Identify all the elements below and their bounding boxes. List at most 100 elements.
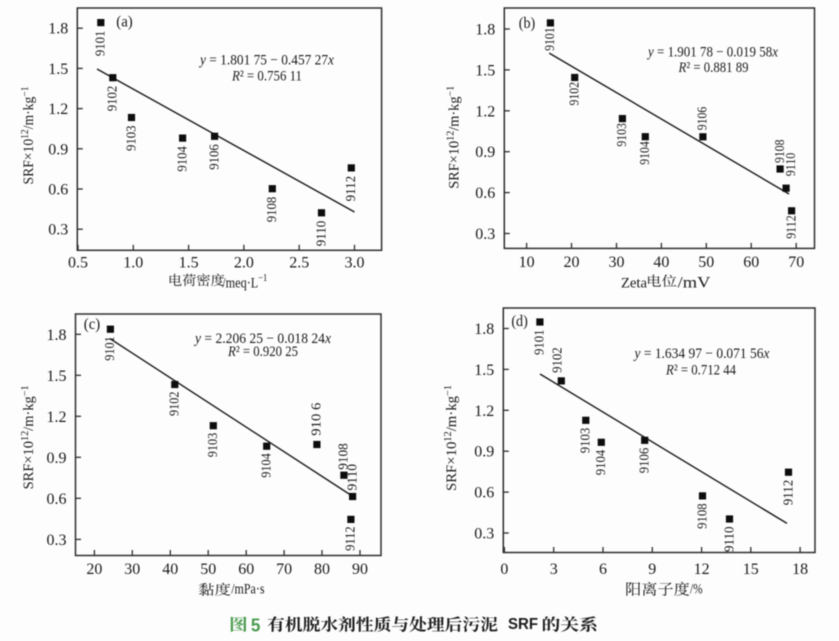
svg-text:3.0: 3.0 — [345, 255, 365, 272]
svg-text:9101: 9101 — [533, 330, 548, 356]
svg-text:40: 40 — [653, 254, 669, 271]
svg-text:1.2: 1.2 — [47, 409, 67, 426]
svg-text:9103: 9103 — [615, 123, 630, 147]
svg-text:SRF×1012/m·kg−1: SRF×1012/m·kg−1 — [443, 385, 460, 491]
svg-text:1.8: 1.8 — [47, 327, 67, 344]
svg-text:0.5: 0.5 — [68, 255, 88, 272]
svg-text:1.5: 1.5 — [48, 61, 68, 78]
svg-text:0: 0 — [500, 561, 508, 578]
svg-text:(a): (a) — [116, 14, 133, 31]
svg-text:3: 3 — [550, 561, 558, 578]
svg-text:R² = 0.712 44: R² = 0.712 44 — [665, 362, 736, 378]
svg-text:1.5: 1.5 — [475, 62, 495, 79]
svg-text:1.5: 1.5 — [474, 362, 494, 379]
svg-text:SRF×1012/m·kg−1: SRF×1012/m·kg−1 — [20, 87, 37, 185]
svg-text:9101: 9101 — [103, 336, 118, 361]
svg-text:6: 6 — [599, 561, 607, 578]
svg-text:1.8: 1.8 — [48, 21, 68, 38]
svg-text:1.2: 1.2 — [475, 103, 495, 120]
svg-text:1.2: 1.2 — [474, 403, 494, 420]
svg-text:15: 15 — [743, 561, 759, 578]
svg-text:9112: 9112 — [784, 215, 799, 239]
svg-text:1.2: 1.2 — [48, 101, 68, 118]
svg-text:9108: 9108 — [695, 503, 710, 529]
svg-text:12: 12 — [694, 561, 710, 578]
svg-text:20: 20 — [86, 561, 102, 578]
svg-text:9104: 9104 — [175, 146, 190, 172]
svg-text:R² = 0.881 89: R² = 0.881 89 — [678, 60, 749, 76]
svg-text:70: 70 — [276, 561, 292, 578]
svg-text:9102: 9102 — [568, 82, 583, 106]
svg-text:40: 40 — [162, 561, 178, 578]
svg-text:0.3: 0.3 — [474, 526, 494, 543]
svg-text:9101: 9101 — [543, 27, 558, 51]
svg-text:y = 1.801 75 − 0.457 27x: y = 1.801 75 − 0.457 27x — [198, 52, 334, 68]
svg-text:5: 5 — [251, 615, 261, 635]
svg-text:9104: 9104 — [260, 453, 275, 478]
svg-text:9108: 9108 — [773, 140, 788, 164]
svg-text:9102: 9102 — [106, 86, 121, 112]
svg-text:R² = 0.920 25: R² = 0.920 25 — [227, 344, 298, 360]
svg-text:9104: 9104 — [594, 450, 609, 476]
svg-text:9112: 9112 — [344, 526, 359, 551]
svg-text:18: 18 — [792, 561, 808, 578]
svg-text:0.3: 0.3 — [475, 226, 495, 243]
svg-text:2.0: 2.0 — [234, 255, 254, 272]
svg-text:y = 1.634 97 − 0.071 56x: y = 1.634 97 − 0.071 56x — [633, 346, 770, 362]
svg-text:9108: 9108 — [337, 443, 352, 470]
svg-text:1.8: 1.8 — [475, 22, 495, 39]
svg-text:70: 70 — [788, 254, 804, 271]
svg-text:10: 10 — [519, 254, 535, 271]
svg-text:9112: 9112 — [344, 176, 359, 202]
svg-text:9102: 9102 — [551, 347, 566, 373]
svg-text:y = 1.901 78 − 0.019 58x: y = 1.901 78 − 0.019 58x — [646, 45, 778, 61]
svg-text:90: 90 — [352, 561, 368, 578]
svg-text:y = 2.206 25 − 0.018 24x: y = 2.206 25 − 0.018 24x — [193, 331, 331, 347]
svg-text:0.3: 0.3 — [48, 222, 68, 239]
svg-text:9106: 9106 — [638, 448, 653, 474]
svg-text:Zeta: Zeta — [621, 276, 647, 292]
svg-text:9108: 9108 — [265, 197, 280, 223]
svg-text:SRF: SRF — [508, 616, 538, 633]
svg-text:0.9: 0.9 — [47, 450, 67, 467]
svg-text:9106: 9106 — [207, 144, 222, 170]
svg-text:1.5: 1.5 — [47, 368, 67, 385]
svg-text:9112: 9112 — [781, 480, 796, 506]
svg-text:9110: 9110 — [722, 527, 737, 553]
svg-text:R² = 0.756 11: R² = 0.756 11 — [231, 69, 302, 85]
svg-text:910 6: 910 6 — [310, 403, 325, 436]
svg-text:9103: 9103 — [124, 126, 139, 152]
svg-text:0.6: 0.6 — [474, 485, 494, 502]
svg-text:0.6: 0.6 — [48, 182, 68, 199]
svg-text:/mV: /mV — [678, 275, 711, 292]
svg-text:0.9: 0.9 — [474, 444, 494, 461]
svg-text:0.9: 0.9 — [48, 141, 68, 158]
svg-text:0.6: 0.6 — [47, 491, 67, 508]
svg-text:60: 60 — [238, 561, 254, 578]
svg-text:0.3: 0.3 — [47, 532, 67, 549]
svg-text:30: 30 — [124, 561, 140, 578]
svg-text:9106: 9106 — [696, 107, 711, 131]
svg-text:SRF×1012/m·kg−1: SRF×1012/m·kg−1 — [446, 86, 463, 189]
svg-text:9110: 9110 — [314, 221, 329, 247]
svg-text:1.5: 1.5 — [179, 255, 199, 272]
svg-text:/mPa·s: /mPa·s — [231, 581, 264, 597]
svg-text:9102: 9102 — [168, 392, 183, 417]
svg-text:1.0: 1.0 — [123, 255, 143, 272]
svg-text:0.9: 0.9 — [475, 144, 495, 161]
svg-text:1.8: 1.8 — [474, 321, 494, 338]
svg-text:9103: 9103 — [206, 433, 221, 458]
svg-text:9110: 9110 — [784, 153, 799, 177]
svg-text:60: 60 — [743, 254, 759, 271]
svg-text:30: 30 — [609, 254, 625, 271]
svg-text:/%: /% — [690, 581, 703, 597]
svg-text:2.5: 2.5 — [289, 255, 309, 272]
svg-text:9103: 9103 — [579, 428, 594, 454]
svg-text:(d): (d) — [511, 313, 528, 330]
svg-text:9101: 9101 — [94, 31, 109, 56]
svg-text:80: 80 — [314, 561, 330, 578]
svg-text:(c): (c) — [84, 316, 101, 333]
svg-text:SRF×1012/m·kg−1: SRF×1012/m·kg−1 — [20, 385, 37, 489]
svg-text:20: 20 — [564, 254, 580, 271]
svg-text:9: 9 — [648, 561, 656, 578]
